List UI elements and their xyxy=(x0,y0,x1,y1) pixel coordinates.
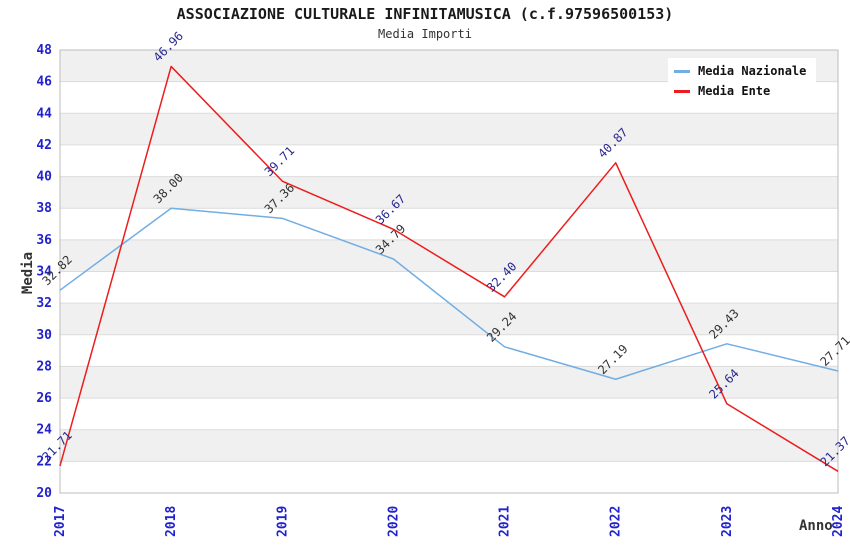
legend-label: Media Ente xyxy=(698,84,771,98)
plot-border xyxy=(59,49,839,494)
y-tick-label: 26 xyxy=(36,391,52,406)
legend: Media Nazionale Media Ente xyxy=(668,58,816,104)
series-line-media-ente xyxy=(59,65,839,472)
y-tick-label: 32 xyxy=(36,296,52,311)
plot-band xyxy=(60,429,838,462)
chart-subtitle: Media Importi xyxy=(378,27,472,41)
y-tick-label: 40 xyxy=(36,170,52,185)
point-label: 39.71 xyxy=(262,144,297,179)
x-tick-label: 2024 xyxy=(831,506,846,537)
x-axis-title: Anno xyxy=(799,518,833,534)
plot-band xyxy=(60,113,838,145)
y-tick-label: 24 xyxy=(36,423,52,438)
x-tick-label: 2021 xyxy=(498,506,513,537)
x-tick-label: 2019 xyxy=(275,506,290,537)
y-tick-label: 30 xyxy=(36,328,52,343)
series-line-media-nazionale xyxy=(59,207,839,380)
y-tick-label: 20 xyxy=(36,486,52,501)
chart-title: ASSOCIAZIONE CULTURALE INFINITAMUSICA (c… xyxy=(176,5,674,23)
plot-band xyxy=(60,303,838,335)
legend-item-media-nazionale: Media Nazionale xyxy=(668,64,816,78)
plot-band xyxy=(60,366,838,399)
x-tick-label: 2020 xyxy=(386,506,401,537)
y-tick-label: 28 xyxy=(36,359,52,374)
y-tick-label: 38 xyxy=(36,201,52,216)
plot-band xyxy=(60,239,838,272)
point-label: 27.71 xyxy=(817,333,850,368)
legend-swatch-nazionale-icon xyxy=(674,69,690,73)
y-tick-label: 48 xyxy=(36,43,52,58)
y-tick-label: 34 xyxy=(36,265,52,280)
y-tick-label: 36 xyxy=(36,233,52,248)
x-tick-label: 2017 xyxy=(53,506,68,537)
y-tick-label: 44 xyxy=(36,106,52,121)
y-axis-title: Media xyxy=(20,251,36,295)
y-tick-label: 22 xyxy=(36,454,52,469)
plot-band xyxy=(60,176,838,209)
legend-swatch-ente-icon xyxy=(674,89,690,93)
x-tick-label: 2023 xyxy=(720,506,735,537)
y-tick-label: 46 xyxy=(36,75,52,90)
y-tick-label: 42 xyxy=(36,138,52,153)
x-tick-label: 2022 xyxy=(609,506,624,537)
x-tick-label: 2018 xyxy=(164,506,179,537)
legend-item-media-ente: Media Ente xyxy=(668,84,816,98)
legend-label: Media Nazionale xyxy=(698,64,807,78)
